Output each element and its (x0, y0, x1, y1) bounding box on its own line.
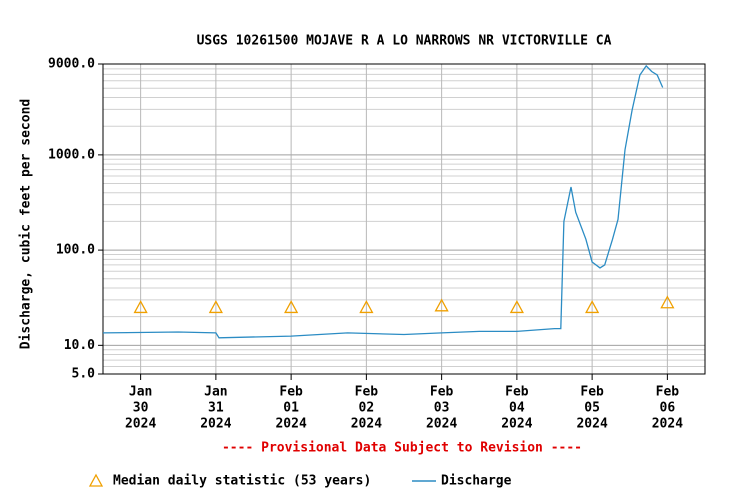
x-tick-label: Feb (505, 385, 529, 400)
x-tick-label: 31 (208, 401, 224, 416)
legend-label: Discharge (441, 474, 512, 489)
triangle-marker (585, 300, 600, 314)
x-tick-label: 04 (509, 401, 525, 416)
x-tick-label: 03 (434, 401, 450, 416)
x-tick-label: 06 (660, 401, 676, 416)
x-tick-label: 2024 (351, 417, 382, 432)
x-tick-label: 2024 (125, 417, 156, 432)
x-tick-label: Feb (279, 385, 303, 400)
x-tick-label: 05 (584, 401, 600, 416)
x-tick-label: 30 (133, 401, 149, 416)
x-tick-label: Jan (204, 385, 227, 400)
triangle-marker (88, 473, 104, 487)
triangle-marker (434, 298, 449, 312)
x-tick-label: 2024 (426, 417, 457, 432)
x-tick-label: Feb (430, 385, 454, 400)
y-tick-label: 9000.0 (48, 57, 95, 72)
triangle-marker (359, 300, 374, 314)
y-tick-label: 10.0 (64, 338, 95, 353)
x-tick-label: Feb (580, 385, 604, 400)
triangle-marker (133, 300, 148, 314)
x-tick-label: Feb (656, 385, 680, 400)
triangle-marker (284, 300, 299, 314)
x-tick-label: Feb (355, 385, 379, 400)
chart-title: USGS 10261500 MOJAVE R A LO NARROWS NR V… (197, 34, 612, 49)
x-tick-label: 2024 (501, 417, 532, 432)
y-axis-label: Discharge, cubic feet per second (19, 99, 34, 349)
triangle-marker (660, 295, 675, 309)
triangle-marker (509, 300, 524, 314)
x-tick-label: 02 (359, 401, 375, 416)
y-tick-label: 100.0 (56, 243, 95, 258)
x-tick-label: Jan (129, 385, 152, 400)
plot-frame (102, 63, 706, 375)
legend-label: Median daily statistic (53 years) (113, 474, 371, 489)
provisional-note: ---- Provisional Data Subject to Revisio… (222, 441, 582, 456)
triangle-marker (208, 300, 223, 314)
discharge-line (102, 64, 664, 339)
y-tick-label: 1000.0 (48, 147, 95, 162)
x-tick-label: 2024 (275, 417, 306, 432)
x-tick-label: 2024 (576, 417, 607, 432)
x-tick-label: 2024 (200, 417, 231, 432)
x-tick-label: 01 (283, 401, 299, 416)
y-tick-label: 5.0 (72, 367, 96, 382)
x-tick-label: 2024 (652, 417, 683, 432)
